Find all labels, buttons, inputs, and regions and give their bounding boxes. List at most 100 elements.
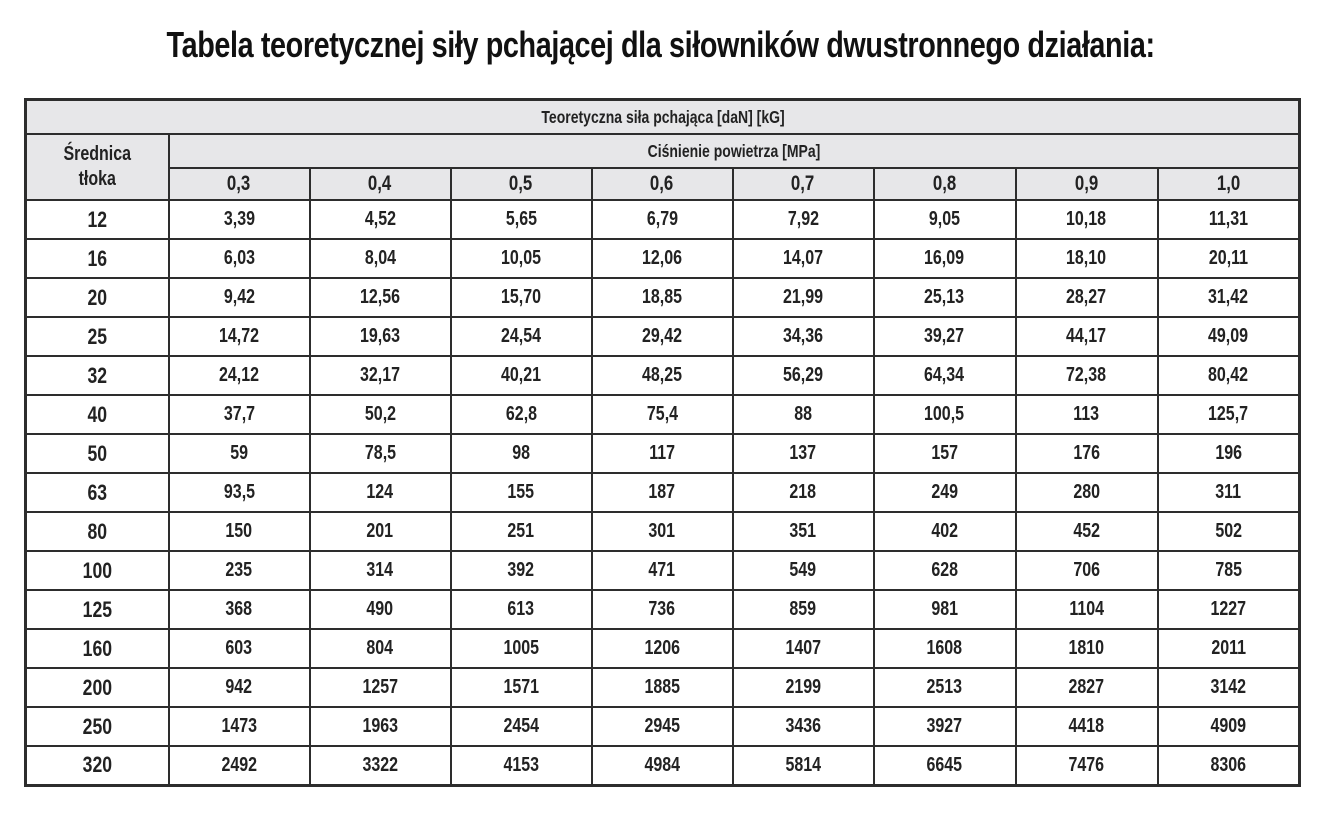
- force-value: 6,79: [646, 208, 678, 230]
- pressure-value-cell: 0,7: [731, 167, 875, 201]
- force-cell: 4909: [1156, 706, 1301, 747]
- diameter-header-cell: Średnica tłoka: [24, 133, 170, 201]
- pressure-value-text: 0,8: [932, 172, 957, 195]
- diameter-value: 50: [87, 440, 108, 466]
- force-value: 50,2: [364, 403, 396, 425]
- force-value: 64,34: [924, 364, 965, 386]
- force-cell: 28,27: [1014, 277, 1159, 318]
- force-cell: 24,12: [167, 355, 311, 396]
- diameter-cell: 12: [24, 199, 170, 240]
- force-cell: 10,18: [1014, 199, 1159, 240]
- force-cell: 25,13: [872, 277, 1017, 318]
- force-cell: 3927: [872, 706, 1017, 747]
- force-value: 4909: [1210, 715, 1247, 737]
- pressure-value-cell: 0,8: [872, 167, 1017, 201]
- diameter-cell: 16: [24, 238, 170, 279]
- force-cell: 368: [167, 589, 311, 630]
- diameter-value: 250: [82, 713, 112, 739]
- force-cell: 64,34: [872, 355, 1017, 396]
- force-value: 3322: [362, 753, 398, 776]
- force-value: 11,31: [1208, 208, 1248, 230]
- diameter-cell: 80: [24, 511, 170, 552]
- diameter-header-line1: Średnica: [63, 143, 132, 165]
- force-value: 9,05: [928, 208, 961, 230]
- force-cell: 4153: [449, 745, 593, 786]
- force-value: 124: [366, 481, 394, 503]
- force-cell: 8306: [1156, 745, 1301, 786]
- pressure-value-text: 0,5: [509, 172, 533, 195]
- force-cell: 218: [731, 472, 875, 513]
- force-cell: 2199: [731, 667, 875, 708]
- force-cell: 187: [590, 472, 734, 513]
- force-value: 19,63: [359, 325, 401, 347]
- pressure-value-cell: 0,4: [308, 167, 452, 201]
- diameter-value: 40: [87, 401, 108, 427]
- force-cell: 93,5: [167, 472, 311, 513]
- force-cell: 549: [731, 550, 875, 591]
- diameter-value: 100: [82, 557, 112, 583]
- force-value: 2454: [503, 715, 539, 737]
- force-cell: 471: [590, 550, 734, 591]
- force-value: 25,13: [924, 286, 965, 308]
- force-cell: 9,42: [167, 277, 311, 318]
- diameter-value: 125: [82, 596, 112, 622]
- force-value: 1407: [785, 637, 821, 659]
- force-cell: 6645: [872, 745, 1017, 786]
- force-cell: 6,79: [590, 199, 734, 240]
- pressure-value-text: 0,3: [227, 172, 251, 195]
- table-row: 12 3,39 4,52 5,65 6,79 7,92 9,05 10,18 11,31: [24, 199, 1301, 240]
- force-value: 117: [649, 442, 675, 464]
- force-value: 2492: [221, 753, 257, 776]
- force-cell: 14,07: [731, 238, 875, 279]
- pressure-value-text: 0,7: [791, 172, 815, 195]
- diameter-cell: 250: [24, 706, 170, 747]
- force-value: 2827: [1068, 676, 1105, 698]
- force-value: 402: [931, 520, 958, 542]
- force-cell: 44,17: [1014, 316, 1159, 357]
- force-cell: 29,42: [590, 316, 734, 357]
- sub-header-row: Średnica tłoka Ciśnienie powietrza [MPa]: [24, 133, 1301, 201]
- force-value: 3142: [1210, 676, 1247, 698]
- diameter-cell: 320: [24, 745, 170, 786]
- force-cell: 137: [731, 433, 875, 474]
- force-cell: 392: [449, 550, 593, 591]
- table-row: 63 93,5 124 155 187 218 249 280 311: [24, 472, 1301, 513]
- force-value: 187: [648, 481, 676, 503]
- force-cell: 235: [167, 550, 311, 591]
- force-value: 48,25: [641, 364, 683, 386]
- pressure-value-cell: 0,5: [449, 167, 593, 201]
- force-value: 628: [931, 559, 958, 581]
- page-title: Tabela teoretycznej siły pchającej dla s…: [0, 0, 1322, 74]
- force-value: 93,5: [223, 481, 255, 503]
- force-value: 981: [931, 598, 958, 620]
- force-value: 34,36: [782, 325, 824, 347]
- force-value: 392: [507, 559, 535, 581]
- force-cell: 40,21: [449, 355, 593, 396]
- force-cell: 2827: [1014, 667, 1159, 708]
- table-row: 40 37,7 50,2 62,8 75,4 88 100,5 113 125,7: [24, 394, 1301, 435]
- force-cell: 613: [449, 589, 593, 630]
- force-value: 351: [789, 520, 817, 542]
- diameter-value: 12: [87, 206, 108, 232]
- force-cell: 19,63: [308, 316, 452, 357]
- force-cell: 12,56: [308, 277, 452, 318]
- force-cell: 5814: [731, 745, 875, 786]
- force-value: 251: [507, 520, 535, 542]
- force-value: 28,27: [1066, 286, 1107, 308]
- force-value: 314: [366, 559, 394, 581]
- force-cell: 859: [731, 589, 875, 630]
- force-cell: 1885: [590, 667, 734, 708]
- diameter-value: 80: [87, 518, 108, 544]
- table-row: 250 1473 1963 2454 2945 3436 3927 4418 4909: [24, 706, 1301, 747]
- force-cell: 50,2: [308, 394, 452, 435]
- force-value: 280: [1073, 481, 1100, 503]
- force-cell: 3,39: [167, 199, 311, 240]
- pressure-value-text: 0,6: [650, 172, 674, 195]
- force-value: 5,65: [505, 208, 537, 230]
- force-cell: 20,11: [1156, 238, 1301, 279]
- force-value: 59: [230, 442, 248, 464]
- force-cell: 18,85: [590, 277, 734, 318]
- force-cell: 3322: [308, 745, 452, 786]
- force-cell: 736: [590, 589, 734, 630]
- force-cell: 4,52: [308, 199, 452, 240]
